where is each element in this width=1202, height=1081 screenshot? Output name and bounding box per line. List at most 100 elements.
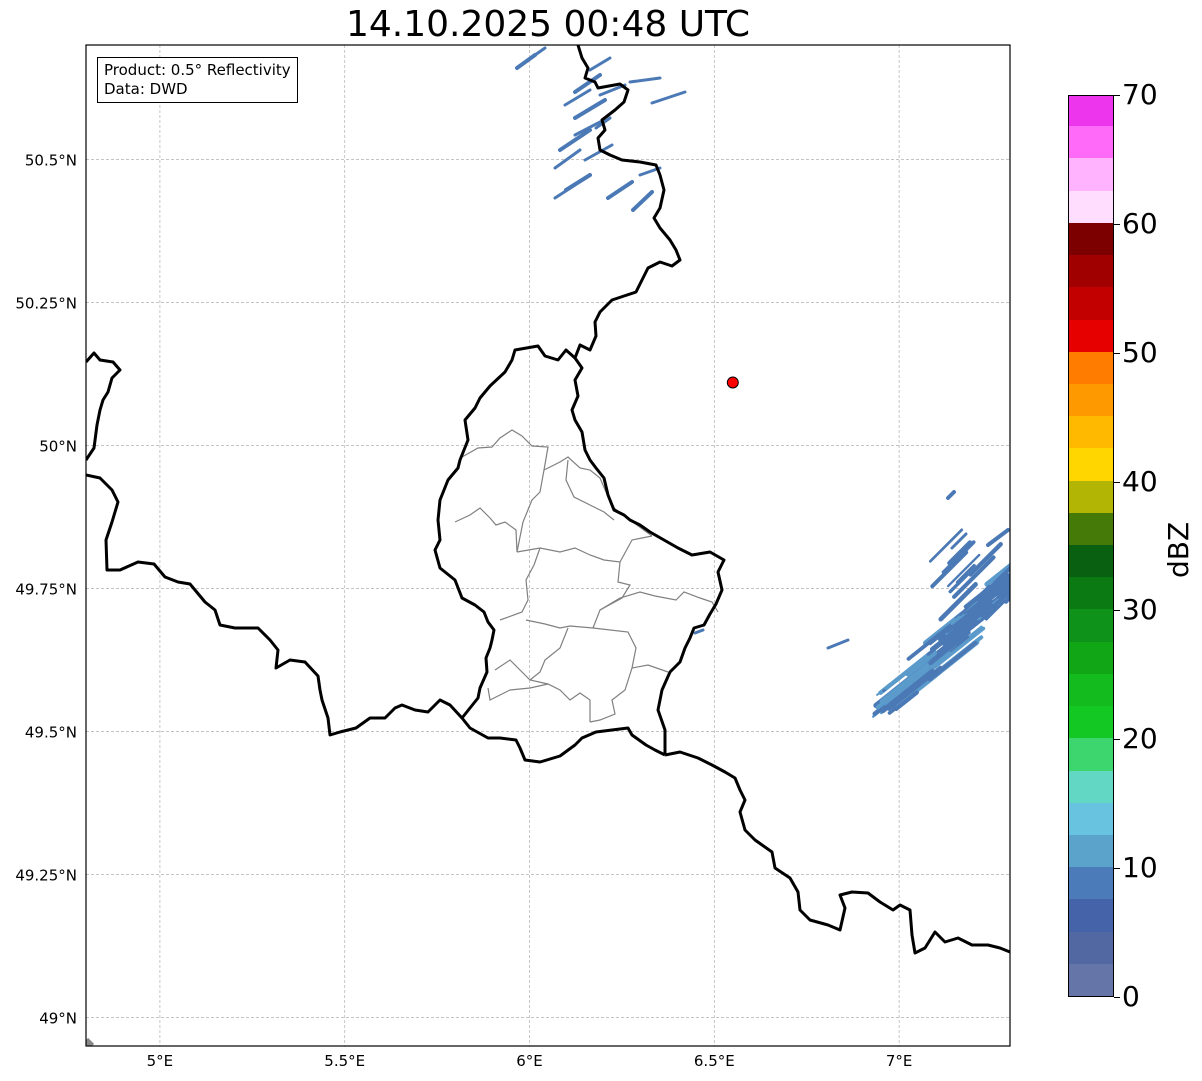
colorbar-segment [1069, 383, 1113, 417]
echo-streak [628, 76, 662, 84]
echo-streak [1005, 567, 1010, 574]
product-label: Product: 0.5° Reflectivity [104, 61, 291, 79]
colorbar-tick-mark [1114, 868, 1120, 870]
echo-streak [650, 90, 687, 105]
colorbar-tick-label: 60 [1122, 206, 1158, 240]
echo-streak [979, 565, 1010, 598]
echo-streak [946, 490, 956, 500]
colorbar-tick-mark [1114, 997, 1120, 998]
echo-streak [693, 628, 705, 635]
echo-streak [905, 649, 938, 677]
echo-streak [952, 544, 969, 562]
data-source-label: Data: DWD [104, 80, 188, 98]
colorbar-tick-mark [1114, 739, 1120, 741]
colorbar-segment [1069, 415, 1113, 449]
echo-streak [984, 599, 1006, 621]
echo-streak [997, 581, 1010, 598]
echo-streak [968, 542, 1003, 577]
latitude-ticks: 50.5°N 50.25°N 50°N 49.75°N 49.5°N 49.25°N 49°… [15, 151, 77, 1027]
colorbar-tick-label: 30 [1122, 593, 1158, 627]
echo-streak [875, 671, 922, 710]
echo-streak [588, 56, 612, 72]
colorbar-tick-label: 70 [1122, 78, 1158, 111]
echo-streak [573, 73, 602, 94]
lon-tick-label: 5.5°E [324, 1052, 365, 1070]
canton-boundaries [454, 429, 719, 723]
colorbar-segment [1069, 254, 1113, 288]
echo-streak [946, 553, 981, 588]
echo-streak [950, 532, 968, 550]
echo-streak [928, 636, 964, 666]
echo-streak [928, 528, 964, 563]
product-info-box: Product: 0.5° Reflectivity Data: DWD [97, 57, 298, 103]
colorbar-segment [1069, 576, 1113, 610]
echo-streak [952, 555, 996, 599]
colorbar-segment [1069, 157, 1113, 191]
echo-streak [631, 190, 654, 212]
colorbar-tick-label: 0 [1122, 980, 1140, 1013]
longitude-ticks: 5°E 5.5°E 6°E 6.5°E 7°E [147, 1052, 913, 1070]
echo-streak [1000, 576, 1010, 588]
lat-tick-label: 50.25°N [15, 294, 77, 312]
colorbar-segment [1069, 737, 1113, 771]
colorbar-segment [1069, 898, 1113, 932]
colorbar-segment [1069, 770, 1113, 803]
echo-streak [598, 83, 627, 97]
echo-streak [981, 603, 999, 621]
echo-streak [938, 582, 978, 622]
lon-tick-label: 6°E [516, 1052, 543, 1070]
radar-site-marker [726, 376, 739, 389]
colorbar-segment [1069, 931, 1113, 964]
colorbar-segment [1069, 351, 1113, 384]
colorbar-tick-label: 50 [1122, 335, 1158, 369]
lat-tick-label: 49.25°N [15, 866, 77, 884]
colorbar-segment [1069, 286, 1113, 320]
echo-streak [927, 640, 978, 682]
lon-tick-label: 5°E [147, 1052, 174, 1070]
colorbar-tick-mark [1114, 610, 1120, 612]
colorbar-segment [1069, 673, 1113, 707]
echo-streak [894, 690, 919, 712]
colorbar-segment [1069, 480, 1113, 513]
colorbar-segment [1069, 96, 1113, 127]
colorbar-tick-mark [1114, 481, 1120, 483]
echo-streak [930, 550, 969, 589]
echo-streak [606, 180, 634, 200]
lat-tick-label: 49.75°N [15, 580, 77, 598]
colorbar-segment [1069, 963, 1113, 996]
echo-streak [1003, 594, 1010, 604]
colorbar-segment [1069, 447, 1113, 481]
lat-tick-label: 50.5°N [25, 151, 77, 169]
lat-tick-label: 49.5°N [25, 723, 77, 741]
echo-streak [940, 609, 985, 646]
colorbar-tick-label: 20 [1122, 722, 1158, 756]
map-frame [85, 44, 1011, 1047]
colorbar-segment [1069, 834, 1113, 868]
reflectivity-colorbar [1068, 95, 1114, 997]
echo-streak [948, 573, 969, 594]
lon-tick-label: 7°E [886, 1052, 913, 1070]
echo-streak [563, 88, 592, 107]
colorbar-tick-label: 10 [1122, 851, 1158, 885]
colorbar-tick-mark [1114, 223, 1120, 225]
lat-tick-label: 50°N [39, 437, 77, 455]
echo-streak [933, 626, 986, 669]
colorbar-tick-mark [1114, 95, 1120, 96]
echo-streak [880, 668, 935, 714]
echo-streak [963, 587, 998, 615]
echo-streak [583, 143, 614, 162]
colorbar-segment [1069, 319, 1113, 352]
echo-streak [573, 120, 602, 137]
echo-streak [553, 148, 582, 170]
echo-streak [573, 98, 607, 120]
echo-streak [986, 528, 1010, 547]
colorbar-segment [1069, 512, 1113, 545]
colorbar-tick-label: 40 [1122, 464, 1158, 498]
echo-streak [959, 584, 991, 616]
colorbar-segment [1069, 222, 1113, 256]
colorbar-segment [1069, 705, 1113, 739]
colorbar-segment [1069, 866, 1113, 900]
echo-streak [884, 657, 926, 691]
echo-streak [558, 128, 592, 152]
